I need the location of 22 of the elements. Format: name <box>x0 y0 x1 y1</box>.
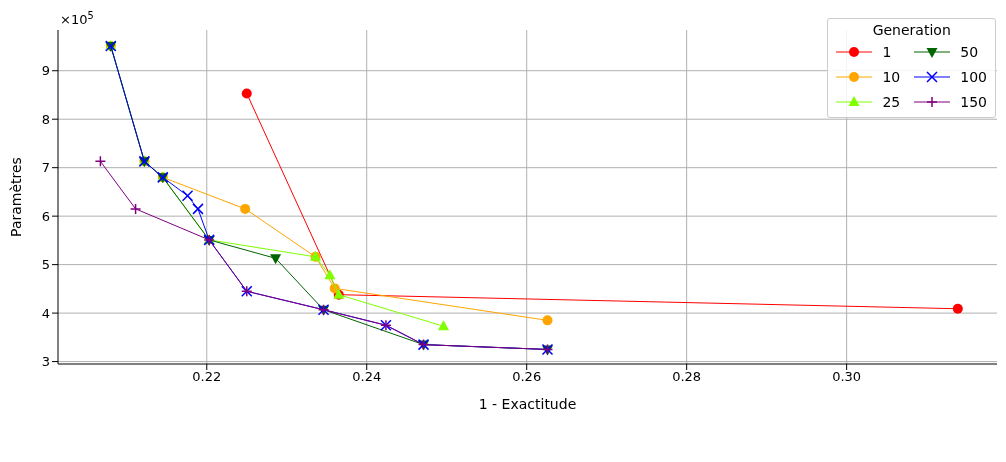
legend-label: 25 <box>882 93 901 110</box>
y-tick-label: 6 <box>41 208 50 224</box>
x-tick-label: 0.28 <box>672 369 702 385</box>
legend-label: 1 <box>882 43 892 60</box>
y-tick-label: 5 <box>41 257 50 273</box>
y-tick-label: 9 <box>41 63 50 79</box>
x-tick-label: 0.22 <box>192 369 222 385</box>
y-axis-title: Paramètres <box>7 157 24 237</box>
y-tick-label: 8 <box>41 111 50 127</box>
legend-label: 100 <box>960 68 987 85</box>
legend-label: 50 <box>960 43 979 60</box>
x-tick-label: 0.24 <box>352 369 382 385</box>
text: ×10$^{5}$ <box>60 9 94 27</box>
legend-label: 10 <box>882 68 901 85</box>
x-tick-label: 0.26 <box>512 369 542 385</box>
legend-title: Generation <box>871 22 952 38</box>
y-tick-label: 3 <box>41 354 50 370</box>
x-axis-title: 1 - Exactitude <box>478 396 577 412</box>
y-tick-label: 7 <box>41 160 50 176</box>
legend-label: 150 <box>960 93 987 110</box>
y-tick-label: 4 <box>41 305 50 321</box>
x-tick-label: 0.30 <box>832 369 862 385</box>
